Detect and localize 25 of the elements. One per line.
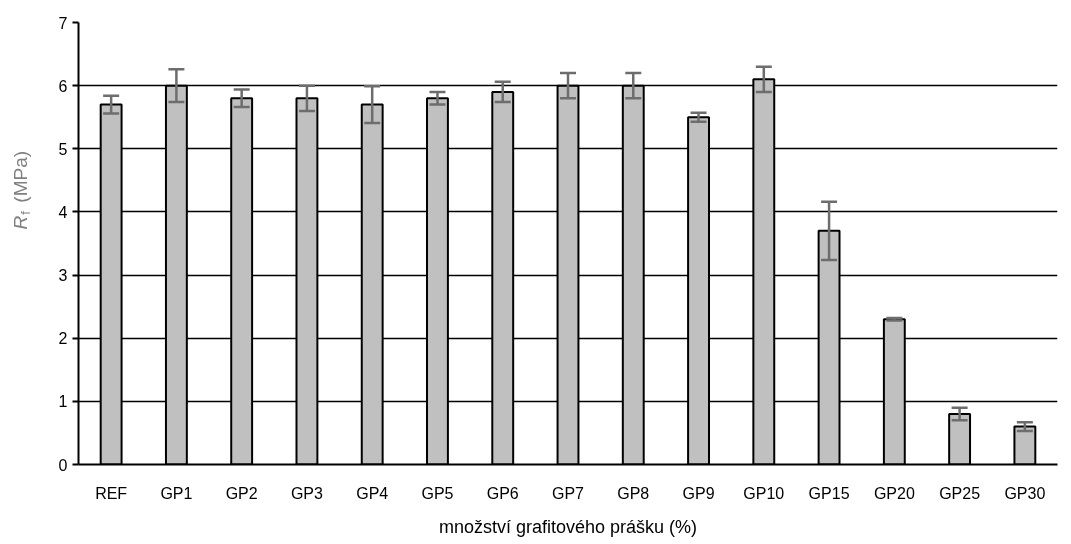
x-tick-label: GP6	[486, 484, 519, 502]
x-tick-label: GP9	[682, 484, 715, 502]
y-axis-title: Rf (MPa)	[10, 150, 33, 230]
y-tick-label: 4	[58, 203, 68, 221]
x-tick-label: GP5	[421, 484, 454, 502]
y-tick-label: 0	[58, 456, 68, 474]
x-tick-label: GP2	[225, 484, 258, 502]
x-tick-label: REF	[95, 484, 128, 502]
x-tick-label: GP1	[160, 484, 193, 502]
x-tick-label: GP7	[551, 484, 585, 502]
y-tick-label: 5	[58, 140, 68, 158]
x-tick-label: GP30	[1004, 484, 1046, 502]
y-tick-label: 6	[58, 77, 68, 95]
y-tick-label: 7	[58, 14, 68, 32]
x-tick-label: GP15	[808, 484, 850, 502]
x-tick-label: GP3	[290, 484, 324, 502]
x-tick-label: GP8	[617, 484, 650, 502]
x-tick-label: GP10	[743, 484, 785, 502]
y-tick-label: 1	[58, 393, 68, 411]
x-tick-label: GP25	[939, 484, 981, 502]
y-tick-label: 2	[58, 330, 68, 348]
x-tick-label: GP20	[873, 484, 915, 502]
x-tick-label: GP4	[356, 484, 389, 502]
x-axis-title: množství grafitového prášku (%)	[438, 516, 698, 537]
y-tick-label: 3	[58, 267, 68, 285]
